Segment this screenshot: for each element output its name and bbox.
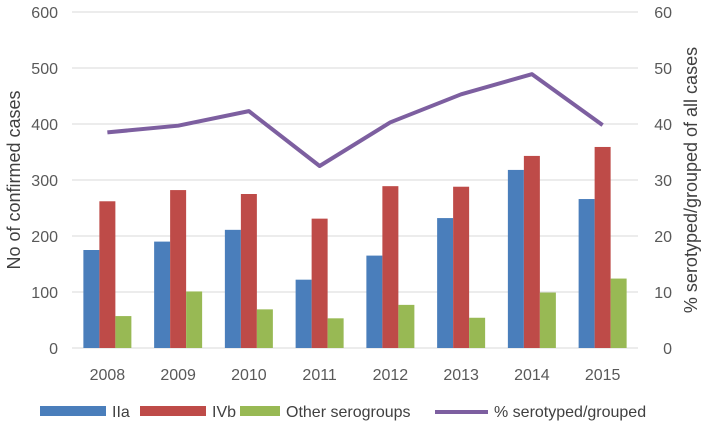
left-axis-tick-label: 100 xyxy=(31,285,58,302)
percent-line-layer xyxy=(107,72,604,168)
legend-label-iia: IIa xyxy=(112,404,130,421)
bar-other-serogroups-2011 xyxy=(327,318,344,348)
left-axis-tick-label: 600 xyxy=(31,5,58,22)
right-axis-title: % serotyped/grouped of all cases xyxy=(681,47,701,313)
left-axis-tick-label: 200 xyxy=(31,229,58,246)
x-axis-tick-label: 2008 xyxy=(90,367,126,384)
bar-ivb-2014 xyxy=(523,155,540,348)
left-axis-tick-label: 0 xyxy=(49,341,58,358)
right-axis-tick-label: 40 xyxy=(654,117,672,134)
x-axis-tick-label: 2012 xyxy=(373,367,409,384)
left-axis-tick-label: 500 xyxy=(31,61,58,78)
bar-iia-2009 xyxy=(154,241,171,348)
bar-ivb-2008 xyxy=(99,201,116,348)
bar-iia-2015 xyxy=(578,199,595,348)
bar-other-serogroups-2013 xyxy=(469,317,486,348)
bar-other-serogroups-2015 xyxy=(610,278,627,348)
x-axis-tick-label: 2013 xyxy=(443,367,479,384)
bar-other-serogroups-2014 xyxy=(539,292,556,348)
bar-iia-2010 xyxy=(224,229,241,348)
bar-iia-2011 xyxy=(295,279,312,348)
bar-ivb-2015 xyxy=(594,146,611,348)
right-axis-tick-label: 30 xyxy=(654,173,672,190)
bar-iia-2013 xyxy=(437,218,454,348)
x-axis-tick-label: 2014 xyxy=(514,367,550,384)
legend-swatch-ivb xyxy=(140,406,206,416)
right-axis-ticks: 0 10 20 30 40 50 60 xyxy=(654,5,672,358)
line-series-percent-serotyped xyxy=(107,72,604,168)
legend-swatch-other xyxy=(240,406,280,416)
left-axis-ticks: 0 100 200 300 400 500 600 xyxy=(31,5,58,358)
bar-iia-2012 xyxy=(366,255,383,348)
bar-ivb-2011 xyxy=(311,218,328,348)
bar-other-serogroups-2012 xyxy=(398,304,415,348)
bar-ivb-2009 xyxy=(170,190,187,348)
bar-ivb-2013 xyxy=(453,186,470,348)
legend-label-other: Other serogroups xyxy=(286,404,411,421)
bar-iia-2014 xyxy=(507,169,524,348)
right-axis-tick-label: 60 xyxy=(654,5,672,22)
left-axis-tick-label: 400 xyxy=(31,117,58,134)
bar-ivb-2010 xyxy=(240,194,257,348)
legend-swatch-iia xyxy=(40,406,106,416)
left-axis-title: No of confirmed cases xyxy=(4,90,24,269)
legend-label-percent: % serotyped/grouped xyxy=(494,404,646,421)
bars xyxy=(83,146,627,348)
bar-other-serogroups-2009 xyxy=(186,291,203,348)
x-axis-tick-label: 2015 xyxy=(585,367,621,384)
x-axis-tick-label: 2009 xyxy=(160,367,196,384)
right-axis-tick-label: 20 xyxy=(654,229,672,246)
x-axis-tick-label: 2011 xyxy=(302,367,337,384)
right-axis-tick-label: 50 xyxy=(654,61,672,78)
right-axis-tick-label: 10 xyxy=(654,285,672,302)
bar-other-serogroups-2010 xyxy=(256,309,273,348)
x-axis-tick-label: 2010 xyxy=(231,367,267,384)
x-axis-ticks: 2008 2009 2010 2011 2012 2013 2014 2015 xyxy=(90,367,621,384)
legend-label-ivb: IVb xyxy=(212,404,236,421)
bar-other-serogroups-2008 xyxy=(115,316,132,348)
bar-ivb-2012 xyxy=(382,186,399,348)
legend: IIa IVb Other serogroups % serotyped/gro… xyxy=(40,404,646,421)
bar-iia-2008 xyxy=(83,250,100,348)
left-axis-tick-label: 300 xyxy=(31,173,58,190)
right-axis-tick-label: 0 xyxy=(663,341,672,358)
